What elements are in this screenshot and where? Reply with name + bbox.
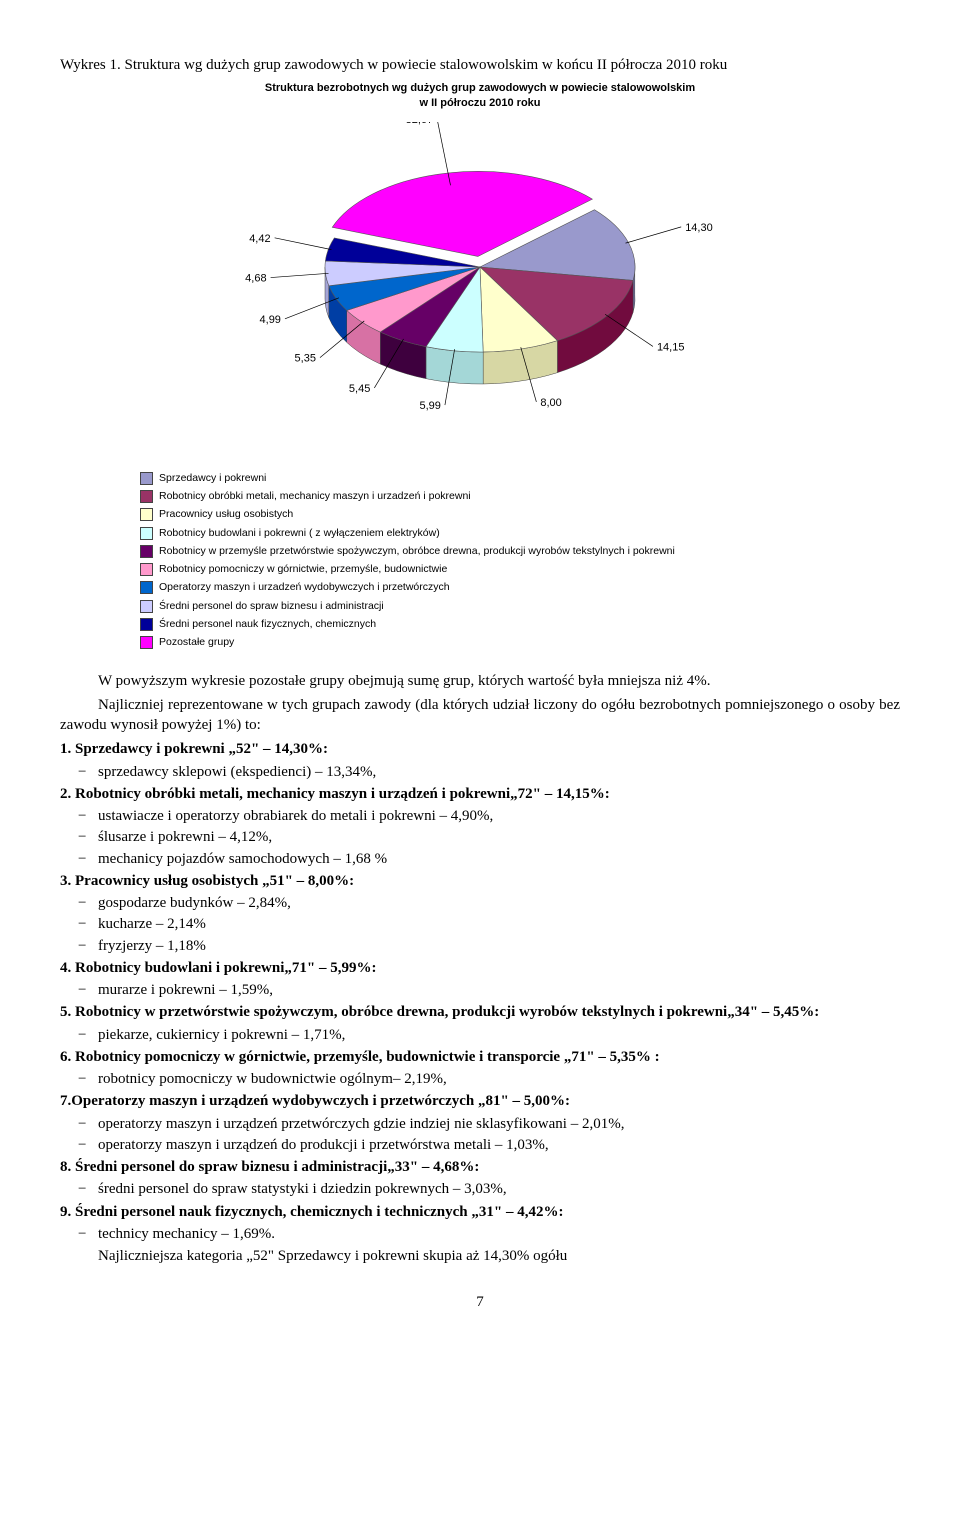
legend-item: Operatorzy maszyn i urzadzeń wydobywczyc…: [140, 579, 900, 595]
list-item: operatorzy maszyn i urządzeń do produkcj…: [60, 1135, 900, 1155]
legend-swatch: [140, 508, 153, 521]
sections-list: 1. Sprzedawcy i pokrewni „52" – 14,30%: s…: [60, 739, 900, 1244]
list-item: gospodarze budynków – 2,84%,: [60, 893, 900, 913]
legend-label: Pracownicy usług osobistych: [159, 506, 293, 522]
paragraph-2: Najliczniej reprezentowane w tych grupac…: [60, 695, 900, 736]
closing-paragraph: Najliczniejsza kategoria „52" Sprzedawcy…: [60, 1246, 900, 1266]
svg-text:14,30: 14,30: [685, 222, 713, 234]
chart-legend: Sprzedawcy i pokrewni Robotnicy obróbki m…: [140, 470, 900, 651]
svg-text:5,35: 5,35: [295, 352, 316, 364]
list-item: piekarze, cukiernicy i pokrewni – 1,71%,: [60, 1025, 900, 1045]
section-list: ustawiacze i operatorzy obrabiarek do me…: [60, 806, 900, 869]
legend-label: Robotnicy budowlani i pokrewni ( z wyłąc…: [159, 525, 440, 541]
page-number: 7: [60, 1292, 900, 1312]
legend-swatch: [140, 581, 153, 594]
list-item: średni personel do spraw statystyki i dz…: [60, 1179, 900, 1199]
pie-chart: 32,67 14,30 14,15 8,00 5,99 5,45 5,35 4,99 4,68 4…: [60, 122, 900, 452]
legend-item: Robotnicy w przemyśle przetwórstwie spoż…: [140, 543, 900, 559]
section-heading: 2. Robotnicy obróbki metali, mechanicy m…: [60, 784, 900, 804]
svg-text:8,00: 8,00: [540, 397, 561, 409]
list-item: murarze i pokrewni – 1,59%,: [60, 980, 900, 1000]
list-item: ustawiacze i operatorzy obrabiarek do me…: [60, 806, 900, 826]
legend-item: Robotnicy budowlani i pokrewni ( z wyłąc…: [140, 525, 900, 541]
list-item: operatorzy maszyn i urządzeń przetwórczy…: [60, 1114, 900, 1134]
svg-text:4,99: 4,99: [260, 314, 281, 326]
section-heading: 1. Sprzedawcy i pokrewni „52" – 14,30%:: [60, 739, 900, 759]
section-list: sprzedawcy sklepowi (ekspedienci) – 13,3…: [60, 762, 900, 782]
subtitle-line-1: Struktura bezrobotnych wg dużych grup za…: [265, 82, 695, 94]
legend-swatch: [140, 527, 153, 540]
legend-label: Robotnicy pomocniczy w górnictwie, przem…: [159, 561, 447, 577]
legend-item: Średni personel do spraw biznesu i admin…: [140, 598, 900, 614]
section-list: gospodarze budynków – 2,84%,kucharze – 2…: [60, 893, 900, 956]
section-list: średni personel do spraw statystyki i dz…: [60, 1179, 900, 1199]
svg-text:5,45: 5,45: [349, 383, 370, 395]
legend-label: Średni personel do spraw biznesu i admin…: [159, 598, 384, 614]
svg-text:5,99: 5,99: [420, 400, 441, 412]
legend-swatch: [140, 600, 153, 613]
legend-swatch: [140, 618, 153, 631]
chart-caption: Wykres 1. Struktura wg dużych grup zawod…: [60, 55, 900, 75]
legend-swatch: [140, 563, 153, 576]
section-heading: 3. Pracownicy usług osobistych „51" – 8,…: [60, 871, 900, 891]
chart-subtitle: Struktura bezrobotnych wg dużych grup za…: [60, 81, 900, 110]
section-heading: 4. Robotnicy budowlani i pokrewni„71" – …: [60, 958, 900, 978]
section-heading: 8. Średni personel do spraw biznesu i ad…: [60, 1157, 900, 1177]
svg-text:4,42: 4,42: [249, 233, 270, 245]
section-list: robotnicy pomocniczy w budownictwie ogól…: [60, 1069, 900, 1089]
list-item: ślusarze i pokrewni – 4,12%,: [60, 827, 900, 847]
list-item: mechanicy pojazdów samochodowych – 1,68 …: [60, 849, 900, 869]
section-heading: 6. Robotnicy pomocniczy w górnictwie, pr…: [60, 1047, 900, 1067]
legend-swatch: [140, 490, 153, 503]
subtitle-line-2: w II półroczu 2010 roku: [419, 97, 540, 109]
legend-swatch: [140, 472, 153, 485]
legend-item: Robotnicy pomocniczy w górnictwie, przem…: [140, 561, 900, 577]
list-item: technicy mechanicy – 1,69%.: [60, 1224, 900, 1244]
list-item: sprzedawcy sklepowi (ekspedienci) – 13,3…: [60, 762, 900, 782]
legend-swatch: [140, 636, 153, 649]
legend-item: Sprzedawcy i pokrewni: [140, 470, 900, 486]
legend-item: Robotnicy obróbki metali, mechanicy masz…: [140, 488, 900, 504]
list-item: fryzjerzy – 1,18%: [60, 936, 900, 956]
list-item: kucharze – 2,14%: [60, 914, 900, 934]
legend-label: Sprzedawcy i pokrewni: [159, 470, 266, 486]
section-list: piekarze, cukiernicy i pokrewni – 1,71%,: [60, 1025, 900, 1045]
section-list: technicy mechanicy – 1,69%.: [60, 1224, 900, 1244]
paragraph-1: W powyższym wykresie pozostałe grupy obe…: [60, 671, 900, 691]
section-heading: 9. Średni personel nauk fizycznych, chem…: [60, 1202, 900, 1222]
legend-label: Pozostałe grupy: [159, 634, 234, 650]
svg-text:14,15: 14,15: [657, 341, 685, 353]
section-list: operatorzy maszyn i urządzeń przetwórczy…: [60, 1114, 900, 1156]
legend-item: Pracownicy usług osobistych: [140, 506, 900, 522]
section-heading: 5. Robotnicy w przetwórstwie spożywczym,…: [60, 1002, 900, 1022]
legend-label: Robotnicy obróbki metali, mechanicy masz…: [159, 488, 471, 504]
section-heading: 7.Operatorzy maszyn i urządzeń wydobywcz…: [60, 1091, 900, 1111]
section-list: murarze i pokrewni – 1,59%,: [60, 980, 900, 1000]
list-item: robotnicy pomocniczy w budownictwie ogól…: [60, 1069, 900, 1089]
svg-text:4,68: 4,68: [245, 272, 266, 284]
legend-label: Robotnicy w przemyśle przetwórstwie spoż…: [159, 543, 675, 559]
legend-item: Pozostałe grupy: [140, 634, 900, 650]
svg-text:32,67: 32,67: [406, 122, 434, 126]
legend-item: Średni personel nauk fizycznych, chemicz…: [140, 616, 900, 632]
legend-label: Operatorzy maszyn i urzadzeń wydobywczyc…: [159, 579, 450, 595]
legend-label: Średni personel nauk fizycznych, chemicz…: [159, 616, 376, 632]
legend-swatch: [140, 545, 153, 558]
